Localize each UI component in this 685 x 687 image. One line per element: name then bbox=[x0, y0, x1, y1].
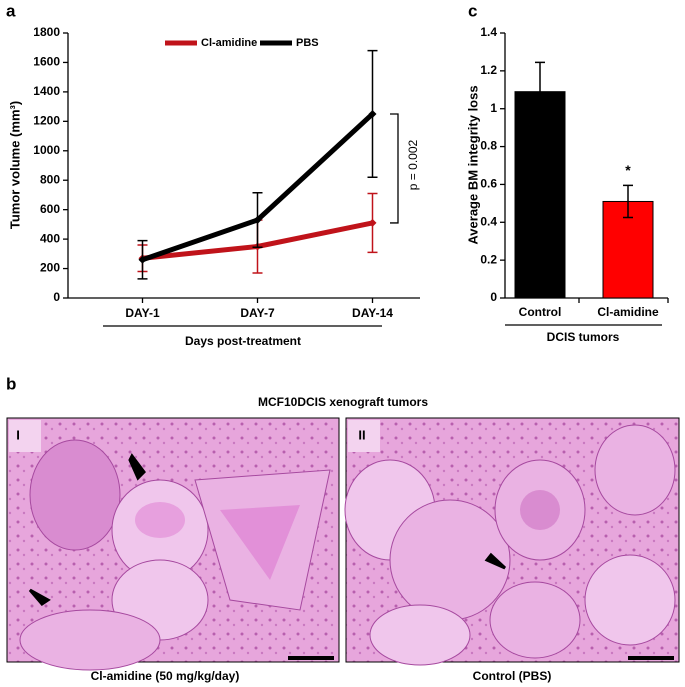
image-label: II bbox=[358, 427, 365, 442]
y-tick-label: 800 bbox=[40, 172, 60, 186]
y-tick-label: 0 bbox=[490, 290, 497, 304]
marker bbox=[138, 255, 147, 264]
y-tick-label: 1200 bbox=[33, 114, 60, 128]
y-tick-label: 0.6 bbox=[480, 177, 497, 191]
y-tick-label: 1800 bbox=[33, 25, 60, 39]
bar bbox=[514, 91, 566, 299]
p-bracket bbox=[390, 113, 399, 224]
panel-label: b bbox=[6, 374, 16, 393]
y-tick-label: 400 bbox=[40, 231, 60, 245]
y-tick-label: 0.8 bbox=[480, 139, 497, 153]
significance: * bbox=[625, 162, 631, 178]
x-tick-label: DAY-1 bbox=[125, 306, 160, 320]
y-tick-label: 0.4 bbox=[480, 214, 497, 228]
x-tick-label: DAY-14 bbox=[352, 306, 393, 320]
x-tick-label: Control bbox=[519, 305, 562, 319]
panel-label: a bbox=[6, 1, 16, 20]
marker bbox=[253, 215, 262, 224]
x-axis-label: Days post-treatment bbox=[185, 334, 301, 348]
marker bbox=[368, 218, 377, 227]
p-value: p = 0.002 bbox=[406, 139, 420, 190]
histology-title: MCF10DCIS xenograft tumors bbox=[258, 395, 428, 409]
y-tick-label: 1.2 bbox=[480, 63, 497, 77]
y-tick-label: 1600 bbox=[33, 55, 60, 69]
x-tick-label: DAY-7 bbox=[240, 306, 275, 320]
y-tick-label: 0.2 bbox=[480, 252, 497, 266]
marker bbox=[368, 109, 377, 118]
error-bar bbox=[535, 61, 545, 122]
image-caption: Control (PBS) bbox=[473, 669, 552, 683]
error-bar bbox=[623, 184, 633, 219]
y-tick-label: 200 bbox=[40, 261, 60, 275]
histology-image bbox=[344, 417, 680, 666]
y-tick-label: 1400 bbox=[33, 84, 60, 98]
panel-label: c bbox=[468, 1, 477, 20]
y-tick-label: 0 bbox=[53, 290, 60, 304]
histology-image bbox=[6, 417, 340, 671]
image-caption: Cl-amidine (50 mg/kg/day) bbox=[91, 669, 240, 683]
image-label: I bbox=[16, 427, 20, 442]
y-tick-label: 1.4 bbox=[480, 25, 497, 39]
y-tick-label: 1 bbox=[490, 101, 497, 115]
y-tick-label: 1000 bbox=[33, 143, 60, 157]
legend-label: PBS bbox=[296, 37, 319, 49]
y-axis-label: Average BM integrity loss bbox=[465, 85, 480, 244]
y-axis-label: Tumor volume (mm³) bbox=[7, 101, 22, 229]
legend-label: Cl-amidine bbox=[201, 37, 257, 49]
x-tick-label: Cl-amidine bbox=[597, 305, 659, 319]
y-tick-label: 600 bbox=[40, 202, 60, 216]
x-axis-label: DCIS tumors bbox=[547, 330, 620, 344]
